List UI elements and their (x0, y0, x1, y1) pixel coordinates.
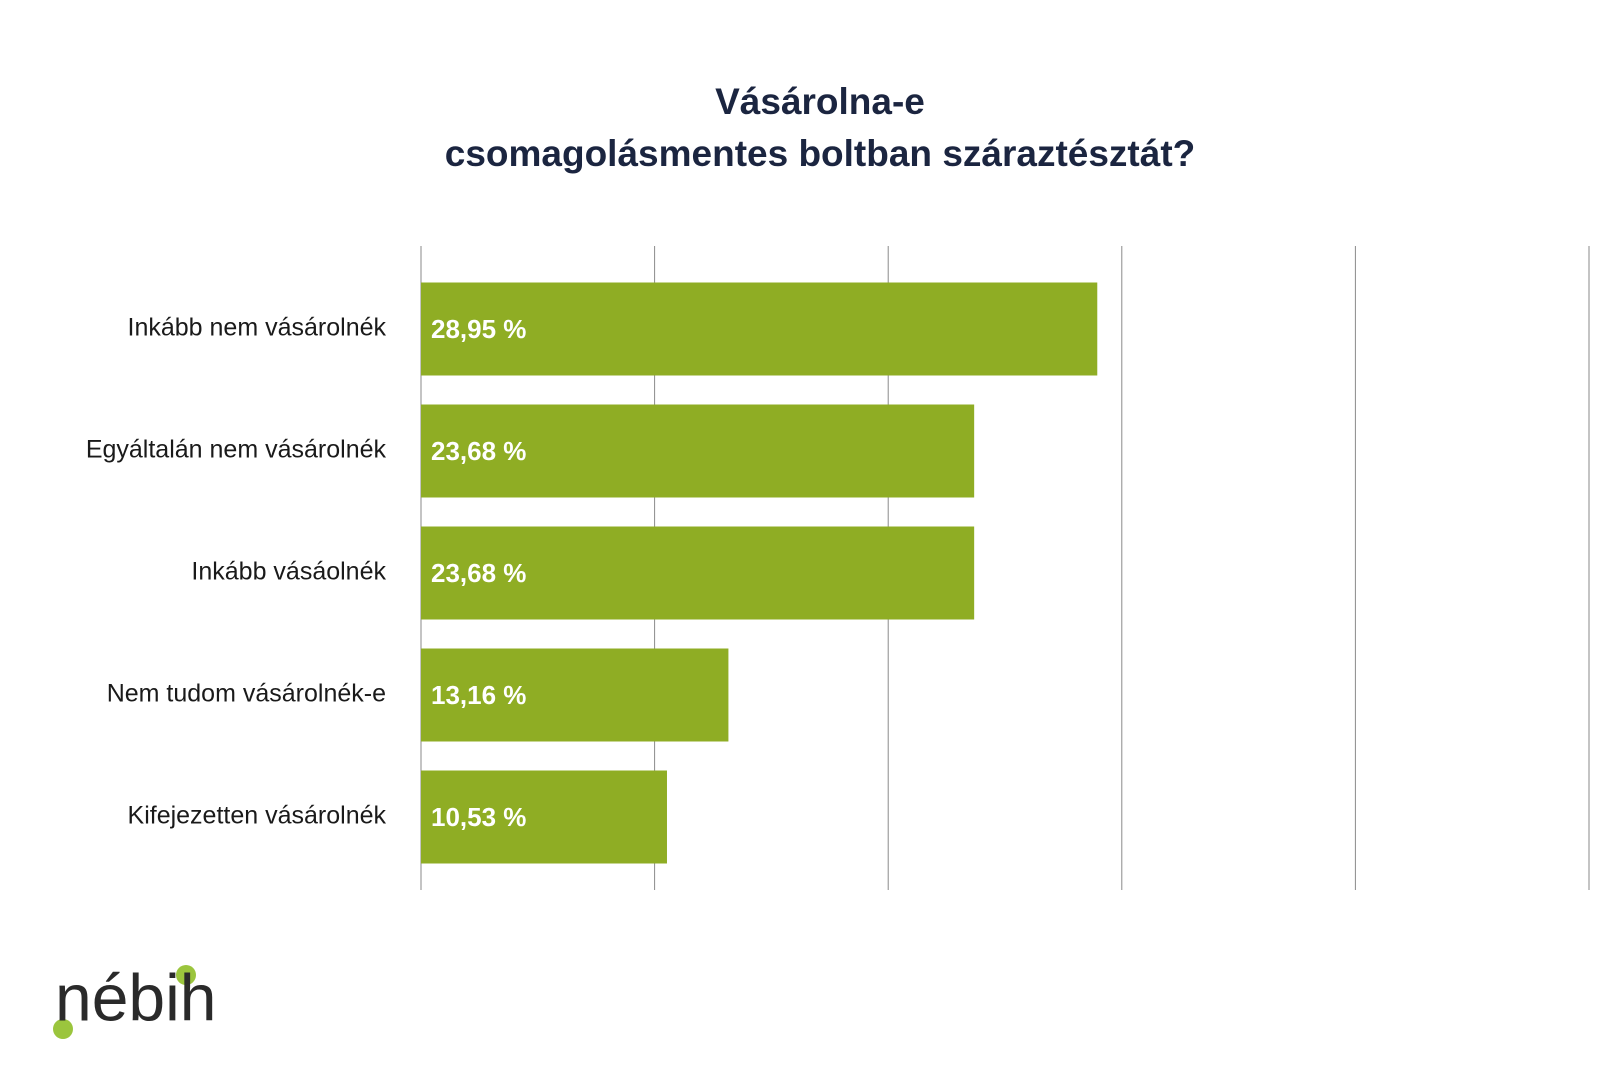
y-tick-label: Egyáltalán nem vásárolnék (86, 436, 387, 464)
value-label: 23,68 % (431, 436, 526, 466)
bar (421, 770, 667, 864)
bar (421, 526, 975, 620)
y-tick-label: Kifejezetten vásárolnék (128, 802, 387, 830)
value-label: 23,68 % (431, 558, 526, 588)
y-tick-label: Inkább vásáolnék (191, 558, 386, 586)
y-tick-label: Nem tudom vásárolnék-e (107, 680, 386, 708)
logo: nébih (55, 960, 217, 1034)
chart-title: csomagolásmentes boltban száraztésztát? (445, 133, 1196, 174)
logo-dot (53, 1019, 73, 1039)
bar (421, 648, 729, 742)
bar (421, 404, 975, 498)
chart-title: Vásárolna-e (715, 81, 925, 122)
logo-dot (176, 965, 196, 985)
value-label: 28,95 % (431, 314, 526, 344)
y-tick-label: Inkább nem vásárolnék (128, 314, 387, 342)
value-label: 13,16 % (431, 680, 526, 710)
bar (421, 282, 1098, 376)
value-label: 10,53 % (431, 802, 526, 832)
